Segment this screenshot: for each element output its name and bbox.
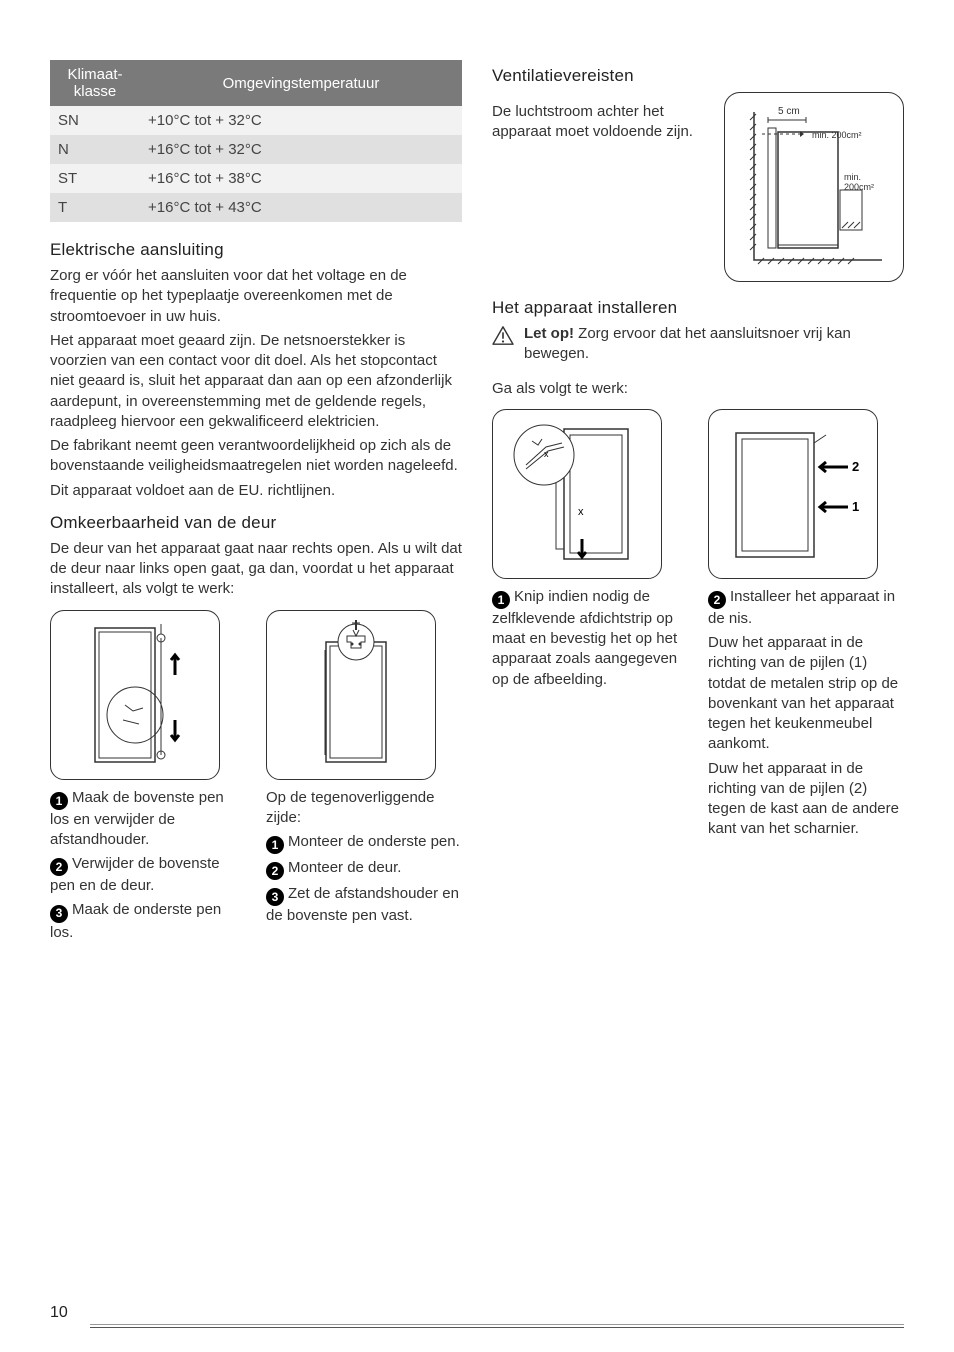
svg-text:5 cm: 5 cm: [778, 106, 800, 117]
paragraph: Het apparaat moet geaard zijn. De netsno…: [50, 331, 462, 432]
paragraph: De deur van het apparaat gaat naar recht…: [50, 539, 462, 600]
step-number-icon: 1: [50, 792, 68, 810]
step-number-icon: 2: [50, 858, 68, 876]
paragraph: Duw het apparaat in de richting van de p…: [708, 633, 904, 755]
heading-install: Het apparaat installeren: [492, 298, 904, 318]
svg-text:x: x: [578, 506, 584, 518]
heading-ventilation: Ventilatievereisten: [492, 66, 904, 86]
paragraph: Ga als volgt te werk:: [492, 379, 904, 399]
warning-note: Let op! Zorg ervoor dat het aansluitsnoe…: [492, 324, 904, 369]
step-text: 1Maak de bovenste pen los en verwijder d…: [50, 788, 246, 851]
climate-class-table: Klimaat-klasse Omgevingstemperatuur SN +…: [50, 60, 462, 222]
heading-electrical: Elektrische aansluiting: [50, 240, 462, 260]
step-number-icon: 1: [266, 836, 284, 854]
paragraph: De luchtstroom achter het apparaat moet …: [492, 102, 706, 143]
seal-strip-icon: x x: [502, 419, 652, 569]
step-number-icon: 2: [708, 591, 726, 609]
svg-text:2: 2: [852, 459, 859, 474]
step-text: 2Installeer het apparaat in de nis.: [708, 587, 904, 629]
table-row: ST +16°C tot + 38°C: [50, 164, 462, 193]
heading-door-reverse: Omkeerbaarheid van de deur: [50, 513, 462, 533]
svg-text:200cm²: 200cm²: [844, 182, 874, 192]
page-footer-rule: [90, 1324, 904, 1328]
svg-text:min.: min.: [844, 172, 861, 182]
figure-door-install: [266, 610, 436, 780]
step-number-icon: 2: [266, 862, 284, 880]
step-text: 1Knip indien nodig de zelfklevende afdic…: [492, 587, 688, 690]
table-row: N +16°C tot + 32°C: [50, 135, 462, 164]
figure-seal-strip: x x: [492, 409, 662, 579]
table-header-klass: Klimaat-klasse: [50, 60, 140, 106]
table-row: SN +10°C tot + 32°C: [50, 106, 462, 135]
figure-door-remove: [50, 610, 220, 780]
warning-icon: [492, 326, 514, 346]
page-number: 10: [50, 1304, 68, 1322]
step-text: 3Zet de afstandshouder en de bovenste pe…: [266, 884, 462, 926]
svg-text:x: x: [544, 449, 549, 459]
paragraph: De fabrikant neemt geen verantwoordelijk…: [50, 436, 462, 477]
svg-text:1: 1: [852, 499, 859, 514]
figure-ventilation: 5 cm min. 200cm² min. 200cm²: [724, 92, 904, 282]
warning-text: Let op! Zorg ervoor dat het aansluitsnoe…: [524, 324, 904, 365]
door-install-icon: [281, 620, 421, 770]
step-number-icon: 3: [50, 905, 68, 923]
table-header-temp: Omgevingstemperatuur: [140, 60, 462, 106]
step-text: 3Maak de onderste pen los.: [50, 900, 246, 942]
paragraph: Dit apparaat voldoet aan de EU. richtlij…: [50, 481, 462, 501]
svg-text:min. 200cm²: min. 200cm²: [812, 130, 862, 140]
paragraph: Zorg er vóór het aansluiten voor dat het…: [50, 266, 462, 327]
step-intro: Op de tegenoverliggende zijde:: [266, 788, 462, 829]
step-number-icon: 3: [266, 888, 284, 906]
door-remove-icon: [65, 620, 205, 770]
figure-push-in: 2 1: [708, 409, 878, 579]
step-text: 2Monteer de deur.: [266, 858, 462, 880]
step-text: 1Monteer de onderste pen.: [266, 832, 462, 854]
table-row: T +16°C tot + 43°C: [50, 193, 462, 222]
ventilation-diagram-icon: 5 cm min. 200cm² min. 200cm²: [732, 100, 897, 275]
push-in-icon: 2 1: [718, 419, 868, 569]
step-number-icon: 1: [492, 591, 510, 609]
paragraph: Duw het apparaat in de richting van de p…: [708, 759, 904, 840]
step-text: 2Verwijder de bovenste pen en de deur.: [50, 854, 246, 896]
